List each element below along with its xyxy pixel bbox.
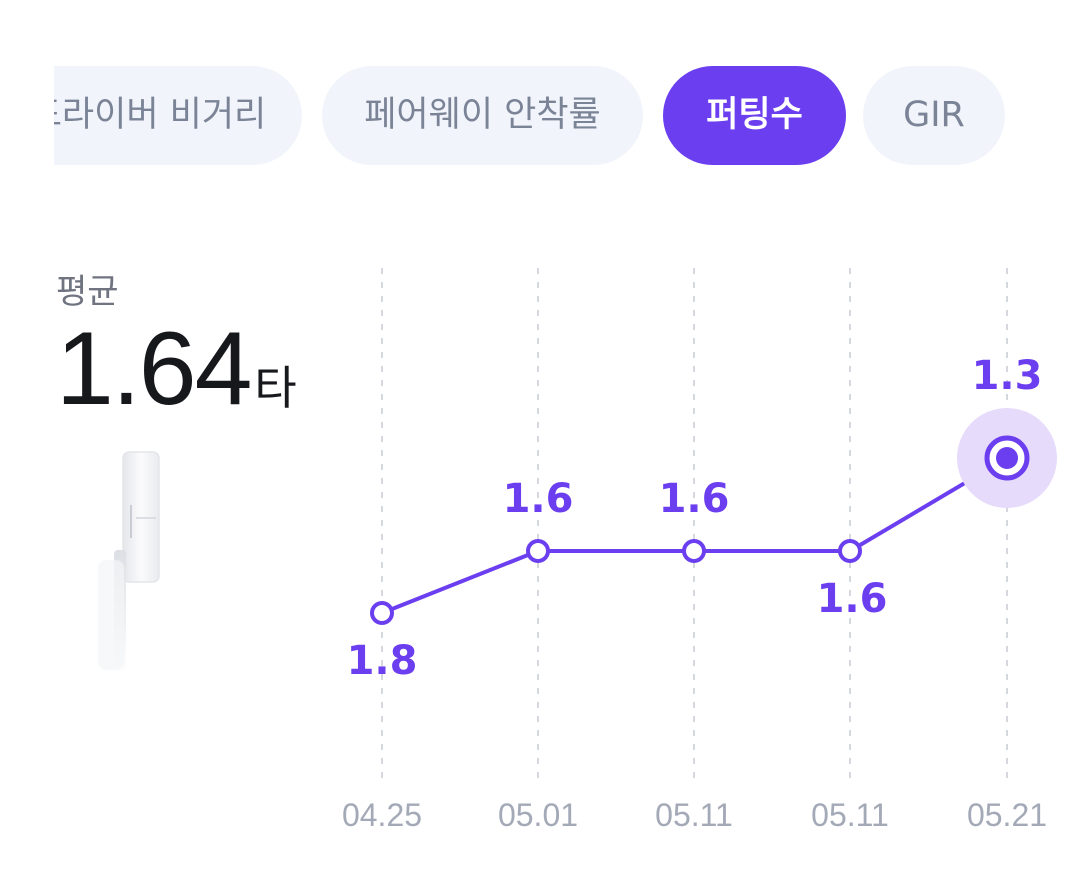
tab-fairway-accuracy[interactable]: 페어웨이 안착률: [322, 66, 643, 165]
tab-driver-distance-label: 드라이버 비거리: [54, 95, 267, 135]
tab-gir[interactable]: GIR: [863, 66, 1005, 165]
tab-gir-label: GIR: [903, 95, 965, 135]
average-number: 1.64: [56, 311, 252, 427]
tab-driver-distance[interactable]: 드라이버 비거리: [54, 66, 302, 165]
tab-putts-label: 퍼팅수: [706, 95, 803, 135]
data-label-4: 1.3: [972, 353, 1043, 399]
average-value: 1.64타: [56, 310, 297, 429]
data-point-2: [682, 539, 706, 563]
average-label: 평균: [56, 272, 119, 312]
data-label-0: 1.8: [347, 638, 418, 684]
x-tick-label-3: 05.11: [811, 797, 889, 833]
data-label-3: 1.6: [817, 576, 888, 622]
data-point-4: [996, 447, 1018, 469]
data-label-2: 1.6: [659, 476, 730, 522]
putter-icon: [98, 451, 160, 676]
x-tick-label-1: 05.01: [498, 797, 578, 833]
x-tick-label-4: 05.21: [967, 797, 1047, 833]
data-label-1: 1.6: [503, 476, 574, 522]
tab-putts[interactable]: 퍼팅수: [663, 66, 846, 165]
x-tick-label-2: 05.11: [655, 797, 733, 833]
data-point-1: [526, 539, 550, 563]
tab-fairway-accuracy-label: 페어웨이 안착률: [364, 95, 601, 135]
metric-tab-bar: 드라이버 비거리 페어웨이 안착률 퍼팅수 GIR: [54, 0, 1080, 200]
data-point-0: [370, 601, 394, 625]
average-unit: 타: [254, 361, 297, 415]
x-tick-label-0: 04.25: [342, 797, 422, 833]
data-point-3: [838, 539, 862, 563]
